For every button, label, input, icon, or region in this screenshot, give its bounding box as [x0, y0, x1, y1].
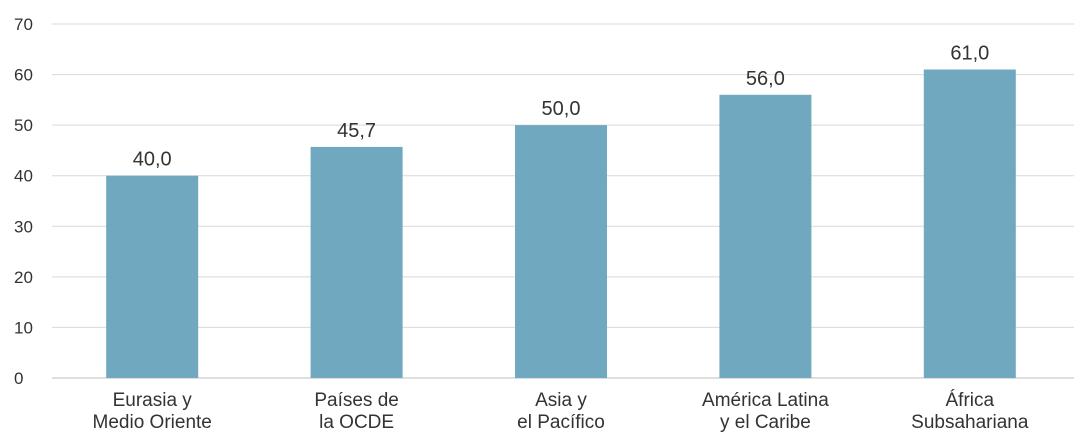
x-tick-label: Asia y el Pacífico [517, 390, 605, 433]
x-axis-ticks: Eurasia y Medio Oriente Países de la OCDE As… [93, 390, 1029, 433]
x-tick-label: América Latina y el Caribe [702, 390, 829, 433]
y-tick-label: 10 [14, 318, 33, 337]
value-labels: 40,0 45,7 50,0 56,0 61,0 [133, 43, 990, 171]
data-label: 61,0 [950, 43, 989, 65]
y-tick-label: 40 [14, 167, 33, 186]
y-tick-label: 20 [14, 268, 33, 287]
x-tick-label: África Subsahariana [911, 390, 1029, 433]
x-tick-label: Eurasia y Medio Oriente [93, 390, 212, 433]
data-label: 45,7 [337, 120, 376, 142]
y-tick-label: 30 [14, 217, 33, 236]
y-tick-label: 60 [14, 66, 33, 85]
bar [106, 175, 199, 378]
x-tick-label: Países de la OCDE [314, 390, 399, 433]
y-axis-ticks: 0 10 20 30 40 50 60 70 [14, 15, 33, 388]
data-label: 40,0 [133, 149, 172, 171]
y-tick-label: 70 [14, 15, 33, 34]
y-tick-label: 0 [14, 369, 23, 388]
data-label: 50,0 [542, 98, 581, 120]
bar [719, 94, 812, 379]
bar [923, 69, 1016, 378]
data-label: 56,0 [746, 68, 785, 90]
bar [310, 146, 403, 378]
bar [515, 125, 607, 379]
y-tick-label: 50 [14, 116, 33, 135]
bars [106, 69, 1016, 379]
